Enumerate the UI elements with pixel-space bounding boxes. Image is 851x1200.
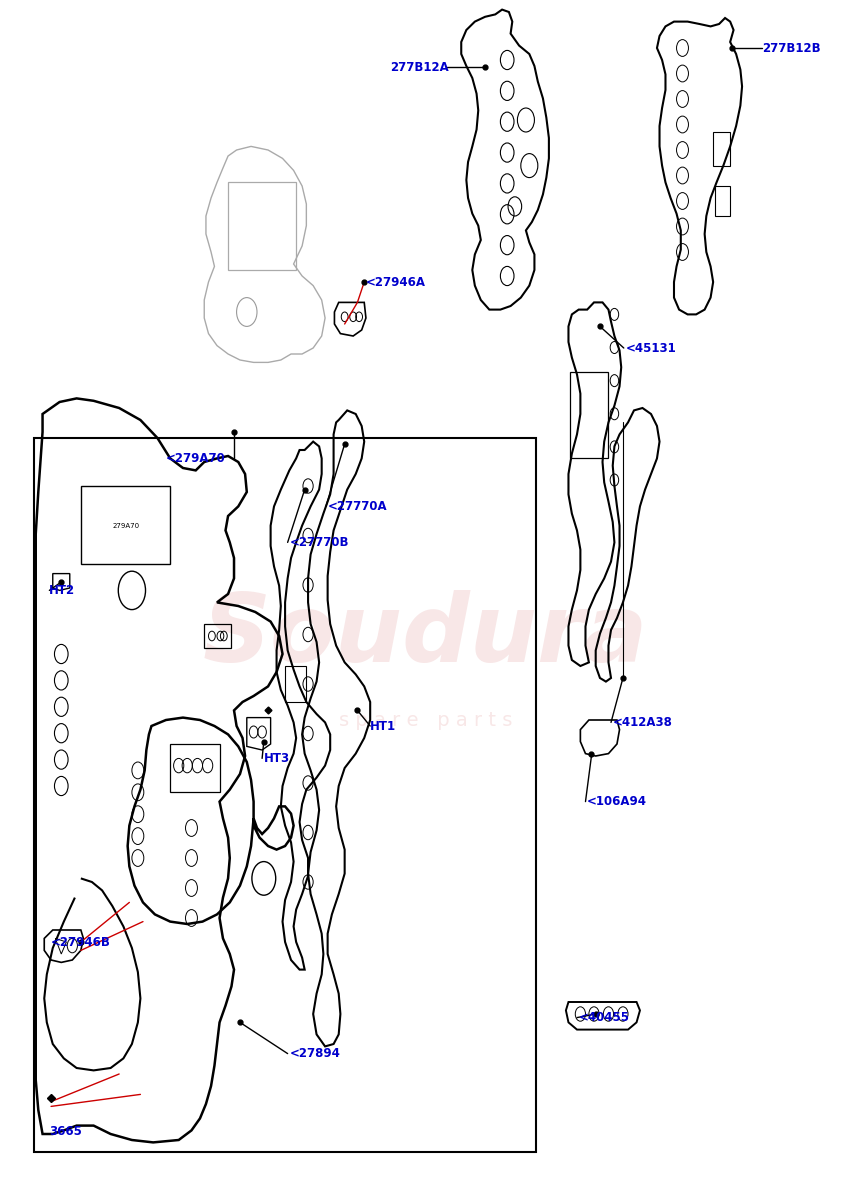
- Text: HT3: HT3: [264, 752, 290, 764]
- Text: <27946B: <27946B: [51, 936, 111, 948]
- Text: 277B12B: 277B12B: [762, 42, 820, 54]
- Text: <279A70: <279A70: [166, 452, 226, 464]
- Text: <27770A: <27770A: [328, 500, 387, 512]
- Text: Soudura: Soudura: [203, 590, 648, 682]
- Text: <45131: <45131: [625, 342, 677, 354]
- Text: <40455: <40455: [579, 1012, 630, 1024]
- Bar: [34, 438, 536, 1152]
- Text: <27946A: <27946A: [366, 276, 426, 288]
- Text: <27894: <27894: [289, 1048, 340, 1060]
- Text: <27770B: <27770B: [289, 536, 349, 548]
- Text: <106A94: <106A94: [587, 796, 648, 808]
- Text: s p a r e   p a r t s: s p a r e p a r t s: [339, 710, 512, 730]
- Text: HT2: HT2: [49, 584, 76, 596]
- Text: 277B12A: 277B12A: [390, 61, 448, 73]
- Text: HT1: HT1: [370, 720, 397, 732]
- Text: 279A70: 279A70: [112, 522, 140, 528]
- Text: 3665: 3665: [49, 1126, 83, 1138]
- Text: <412A38: <412A38: [613, 716, 672, 728]
